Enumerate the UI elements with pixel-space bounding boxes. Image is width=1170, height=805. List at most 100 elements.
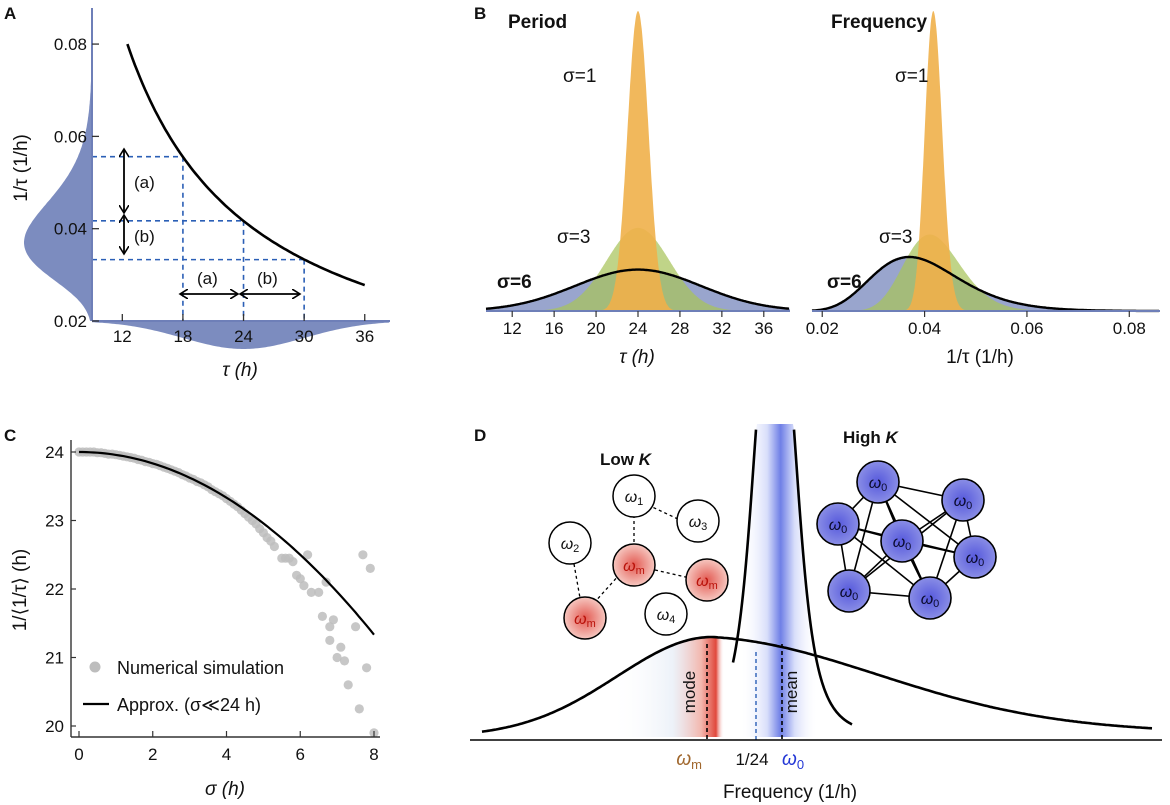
d-broad-curve	[481, 635, 1153, 733]
node-omega-0-3: ω0	[941, 478, 985, 522]
c-point-65	[321, 577, 331, 587]
b-period-tick-label-6: 36	[754, 319, 773, 338]
b-period-tick-label-2: 20	[587, 319, 606, 338]
svg-text:ωm: ωm	[574, 611, 596, 630]
svg-text:ω2: ω2	[561, 536, 580, 555]
node-omega-0-0: ω0	[856, 460, 900, 504]
b-frequency-title: Frequency	[831, 12, 928, 33]
c-point-69	[332, 652, 342, 663]
svg-text:ωm: ωm	[623, 558, 645, 577]
d-narrow-peak-curve	[731, 429, 853, 726]
node-omega-0-6: ω0	[908, 576, 952, 620]
b-frequency-histograms	[812, 11, 1160, 311]
b-frequency-ticks: 0.02 0.04 0.06 0.08	[806, 311, 1146, 338]
c-y-axis-label: 1/⟨1/τ⟩ (h)	[10, 549, 31, 632]
a-y-axis-label: 1/τ (1/h)	[11, 134, 32, 202]
b-freq-tick-label-2: 0.06	[1010, 319, 1043, 338]
svg-text:ω0: ω0	[954, 493, 973, 512]
c-point-64	[317, 611, 327, 622]
c-point-66	[325, 622, 335, 632]
b-period-sigma3-label: σ=3	[557, 227, 590, 248]
a-arrows	[124, 150, 299, 294]
panel-b: 12 16 20 24 28 32 36 0.02 0.04 0.06 0.08 Period F…	[485, 11, 1160, 368]
b-period-tick-label-4: 28	[670, 319, 689, 338]
c-ytick-label-0: 20	[45, 717, 64, 736]
a-annotation-b-vertical: (b)	[134, 227, 155, 246]
a-x-ticks: 12 18 24 30 36	[113, 314, 374, 346]
c-xtick-label-4: 8	[369, 745, 378, 764]
c-point-67	[325, 635, 335, 646]
a-x-axis-label: τ (h)	[222, 360, 258, 381]
d-high-k-label: High K	[843, 428, 900, 447]
d-tick-1-24: 1/24	[735, 750, 768, 769]
c-ytick-label-4: 24	[45, 443, 64, 462]
node-omega-m-right: ωm	[685, 558, 729, 602]
a-y-histogram	[24, 21, 92, 321]
b-period-tick-label-3: 24	[629, 319, 648, 338]
b-freq-tick-label-1: 0.04	[908, 319, 941, 338]
d-low-k-label: Low K	[600, 450, 653, 469]
d-mode-shading	[610, 637, 724, 737]
panel-a: 0.020.040.060.08 12 18 24 30 36 (a) (b) (a) …	[11, 8, 390, 381]
b-freq-tick-label-0: 0.02	[806, 319, 839, 338]
b-period-sigma6-curve	[485, 268, 790, 310]
c-xtick-label-2: 4	[222, 745, 231, 764]
c-point-77	[365, 563, 375, 574]
b-period-sigma1-label: σ=1	[563, 66, 596, 87]
b-period-tick-label-0: 12	[503, 319, 522, 338]
c-approx-curve	[79, 450, 375, 636]
b-freq-hist-σ=1	[812, 11, 1160, 311]
c-legend-approx: Approx. (σ≪24 h)	[117, 695, 261, 715]
b-period-x-axis-label: τ (h)	[619, 347, 655, 368]
d-mean-label: mean	[782, 671, 801, 714]
c-ytick-label-2: 22	[45, 580, 64, 599]
node-omega-4: ω4	[644, 592, 688, 636]
b-period-ticks: 12 16 20 24 28 32 36	[503, 311, 773, 338]
d-tick-omega-m: ωm	[676, 749, 702, 772]
svg-text:ω0: ω0	[893, 534, 912, 553]
panel-label-b: B	[474, 4, 486, 23]
c-point-60	[299, 581, 309, 591]
panel-label-c: C	[4, 426, 16, 445]
c-point-70	[336, 642, 346, 652]
svg-text:ω0: ω0	[829, 517, 848, 536]
node-omega-0-4: ω0	[827, 569, 871, 613]
a-annotation-a-horizontal: (a)	[197, 269, 218, 288]
c-xtick-label-1: 2	[148, 745, 157, 764]
c-point-57	[288, 557, 298, 567]
b-period-title: Period	[508, 12, 567, 33]
c-legend-sim: Numerical simulation	[117, 658, 284, 678]
c-point-76	[362, 663, 372, 673]
b-frequency-sigma1-label: σ=1	[895, 66, 928, 87]
c-legend-marker-sim	[89, 661, 101, 673]
panel-d: mode mean ωm 1/24 ω0 Frequency (1/h) Low…	[470, 424, 1162, 803]
b-period-sigma6-label: σ=6	[497, 272, 532, 293]
c-point-71	[339, 656, 350, 666]
svg-text:ω0: ω0	[921, 591, 940, 610]
node-omega-3: ω3	[676, 499, 720, 543]
b-freq-hist-σ=3	[812, 234, 1160, 311]
svg-text:ω0: ω0	[966, 550, 985, 569]
node-omega-0-1: ω0	[816, 502, 860, 546]
d-tick-omega-0: ω0	[782, 749, 804, 772]
c-point-72	[343, 680, 353, 690]
c-point-53	[269, 541, 279, 552]
node-omega-0-2: ω0	[880, 519, 924, 563]
svg-text:ωm: ωm	[696, 573, 718, 592]
c-ytick-label-3: 23	[45, 512, 64, 531]
c-point-59	[295, 574, 305, 584]
b-period-hist-σ=1	[486, 11, 790, 311]
a-annotation-a-vertical: (a)	[134, 173, 155, 192]
a-ytick-label-0: 0.02	[54, 312, 87, 331]
b-period-tick-label-1: 16	[545, 319, 564, 338]
node-omega-0-5: ω0	[953, 535, 997, 579]
c-point-75	[358, 550, 368, 560]
c-ytick-label-1: 21	[45, 649, 64, 668]
b-frequency-x-axis-label: 1/τ (1/h)	[946, 347, 1014, 368]
node-omega-m-center: ωm	[612, 543, 656, 587]
a-xtick-label-4: 36	[355, 327, 374, 346]
svg-text:ω0: ω0	[869, 475, 888, 494]
b-freq-tick-label-3: 0.08	[1113, 319, 1146, 338]
c-point-73	[351, 622, 361, 632]
